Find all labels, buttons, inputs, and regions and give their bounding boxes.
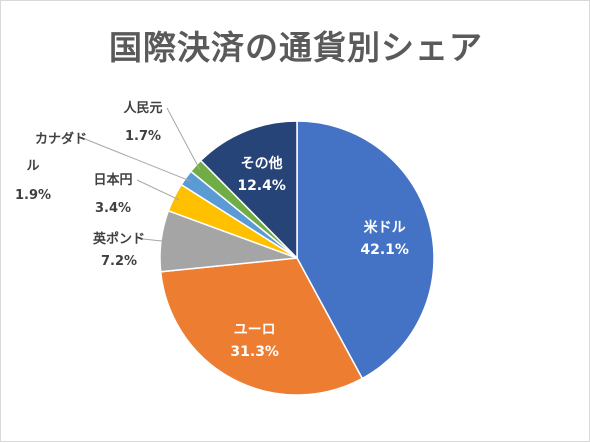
slice-value-label: 7.2% [101,254,137,269]
slice-name-label-line2: ル [26,159,39,174]
slice-value-label: 42.1% [360,242,409,258]
slice-name-label: ユーロ [234,322,276,338]
leader-line-2 [142,238,167,243]
slice-value-label: 3.4% [95,201,131,216]
slice-name-label: 米ドル [364,219,406,236]
slice-name-label-line1: カナダド [35,131,87,147]
slice-name-label: その他 [241,155,283,172]
leader-line-4 [84,138,191,182]
chart-title: 国際決済の通貨別シェア [109,28,483,67]
pie-slice-0 [296,120,435,380]
slice-name-label: 英ポンド [92,231,145,247]
leader-line-5 [166,107,201,170]
slice-value-label: 1.7% [125,129,161,144]
slice-name-label: 日本円 [93,172,132,188]
pie-slice-1 [159,257,364,396]
pie-slice-6 [199,120,298,260]
slice-name-label: 人民元 [123,100,162,116]
slice-value-label: 31.3% [230,344,279,360]
slice-value-label: 1.9% [15,188,51,203]
slice-value-label: 12.4% [237,178,286,194]
leader-line-3 [136,179,180,201]
